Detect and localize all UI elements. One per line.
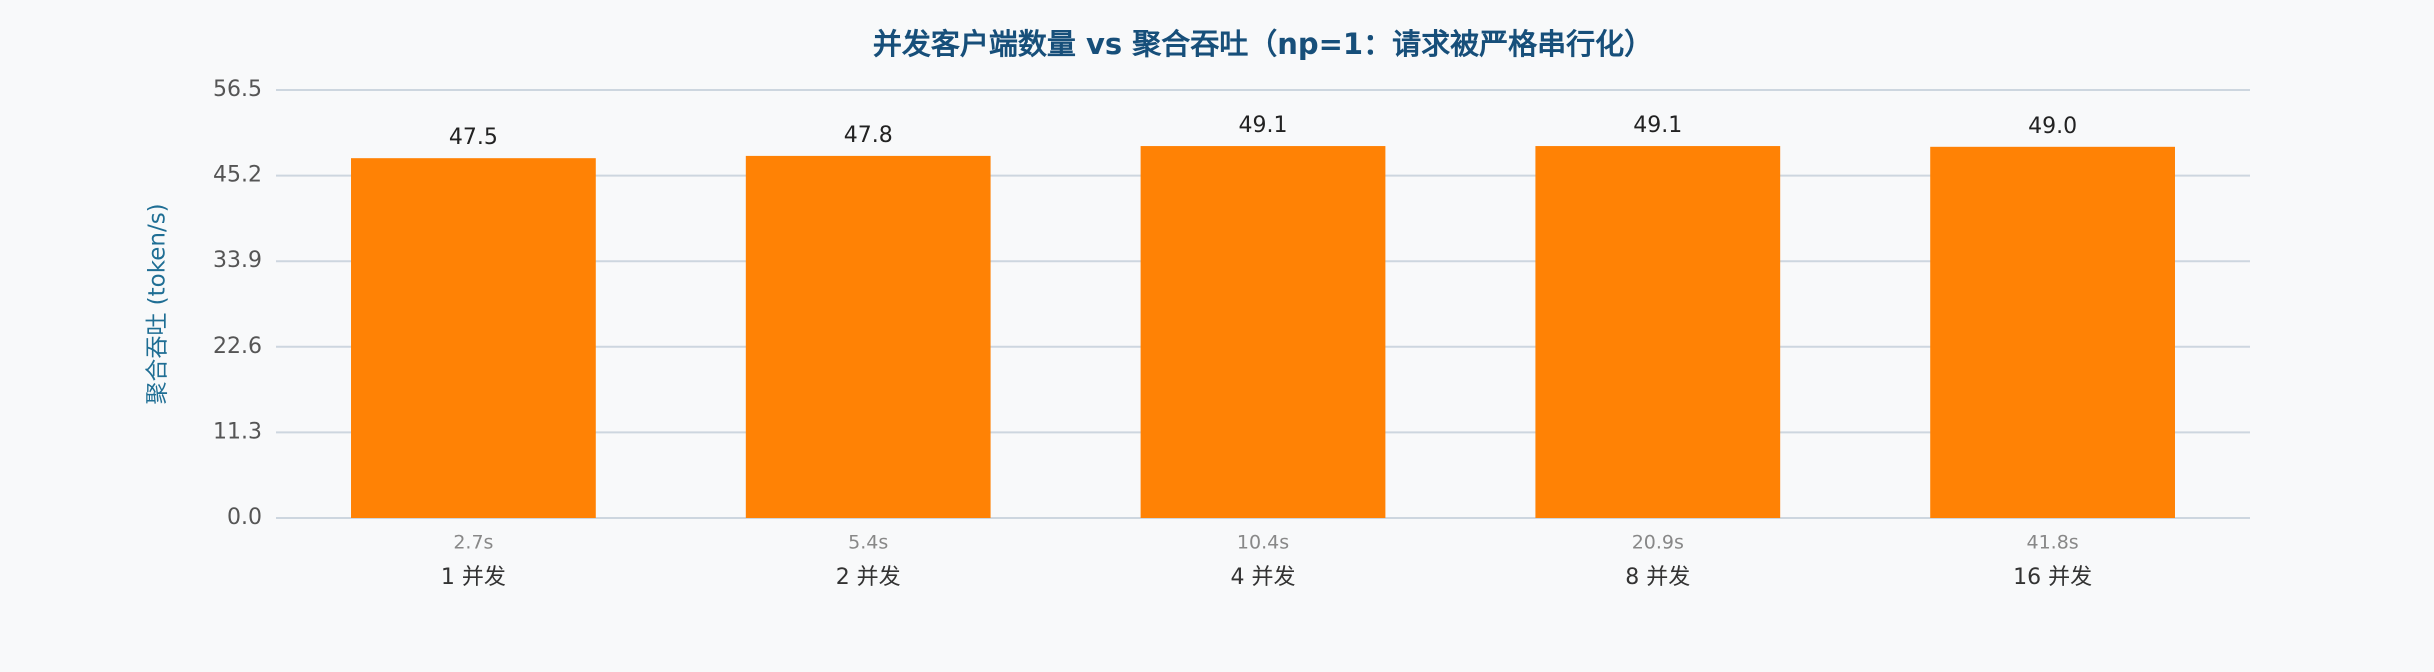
- y-tick-label: 22.6: [213, 334, 262, 359]
- bar: [1930, 146, 2175, 519]
- bar: [745, 155, 991, 518]
- y-tick-label: 56.5: [213, 77, 262, 102]
- bar: [351, 158, 596, 518]
- x-tick-label: 2 并发: [836, 565, 901, 590]
- bar: [1140, 146, 1386, 518]
- x-sublabel: 20.9s: [1632, 532, 1684, 554]
- y-tick-label: 45.2: [213, 163, 262, 188]
- x-tick-label: 1 并发: [441, 565, 506, 590]
- x-sublabel: 5.4s: [848, 532, 888, 554]
- x-sublabel: 41.8s: [2026, 532, 2078, 554]
- chart-title: 并发客户端数量 vs 聚合吞吐（np=1：请求被严格串行化）: [873, 27, 1653, 61]
- y-axis-label: 聚合吞吐 (token/s): [145, 203, 171, 404]
- value-label: 49.1: [1633, 113, 1682, 138]
- value-label: 49.1: [1239, 113, 1288, 138]
- y-tick-label: 33.9: [213, 248, 262, 273]
- x-tick-label: 8 并发: [1625, 565, 1690, 590]
- value-label: 47.5: [449, 125, 498, 150]
- y-tick-label: 0.0: [227, 505, 262, 530]
- x-sublabel: 2.7s: [453, 532, 493, 554]
- value-label: 49.0: [2028, 114, 2077, 139]
- y-tick-label: 11.3: [213, 419, 262, 444]
- bar: [1535, 146, 1781, 518]
- value-label: 47.8: [844, 123, 893, 148]
- x-tick-label: 4 并发: [1231, 565, 1296, 590]
- x-sublabel: 10.4s: [1237, 532, 1289, 554]
- x-tick-label: 16 并发: [2013, 565, 2092, 590]
